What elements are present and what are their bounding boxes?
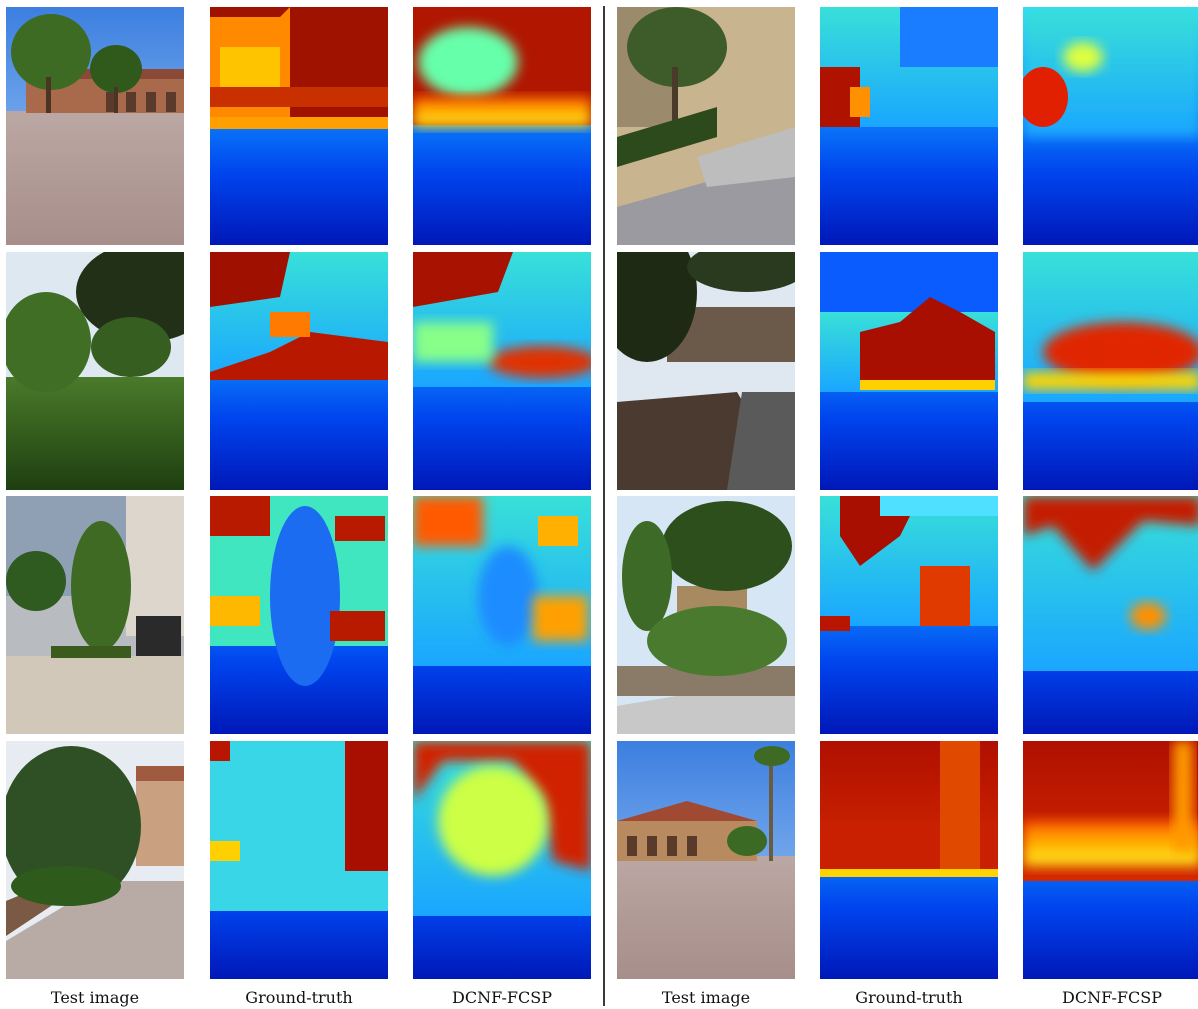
test-image-r2-right bbox=[617, 252, 795, 490]
caption-test-image-right: Test image bbox=[661, 988, 751, 1007]
prediction-r3-right bbox=[1023, 496, 1198, 734]
ground-truth-r3-left bbox=[210, 496, 388, 734]
test-image-r1-left bbox=[6, 7, 184, 245]
prediction-r1-right bbox=[1023, 7, 1198, 245]
prediction-r4-right bbox=[1023, 741, 1198, 979]
prediction-r4-left bbox=[413, 741, 591, 979]
caption-ground-truth-left: Ground-truth bbox=[245, 988, 353, 1007]
test-image-r3-left bbox=[6, 496, 184, 734]
test-image-r4-left bbox=[6, 741, 184, 979]
caption-prediction-right: DCNF-FCSP bbox=[1062, 988, 1162, 1007]
test-image-r3-right bbox=[617, 496, 795, 734]
ground-truth-r4-right bbox=[820, 741, 998, 979]
ground-truth-r1-left bbox=[210, 7, 388, 245]
test-image-r2-left bbox=[6, 252, 184, 490]
test-image-r4-right bbox=[617, 741, 795, 979]
prediction-r3-left bbox=[413, 496, 591, 734]
test-image-r1-right bbox=[617, 7, 795, 245]
ground-truth-r4-left bbox=[210, 741, 388, 979]
caption-prediction-left: DCNF-FCSP bbox=[452, 988, 552, 1007]
caption-test-image-left: Test image bbox=[50, 988, 140, 1007]
ground-truth-r2-right bbox=[820, 252, 998, 490]
prediction-r2-right bbox=[1023, 252, 1198, 490]
prediction-r1-left bbox=[413, 7, 591, 245]
ground-truth-r3-right bbox=[820, 496, 998, 734]
column-divider bbox=[603, 6, 605, 1006]
ground-truth-r2-left bbox=[210, 252, 388, 490]
ground-truth-r1-right bbox=[820, 7, 998, 245]
prediction-r2-left bbox=[413, 252, 591, 490]
caption-ground-truth-right: Ground-truth bbox=[855, 988, 963, 1007]
